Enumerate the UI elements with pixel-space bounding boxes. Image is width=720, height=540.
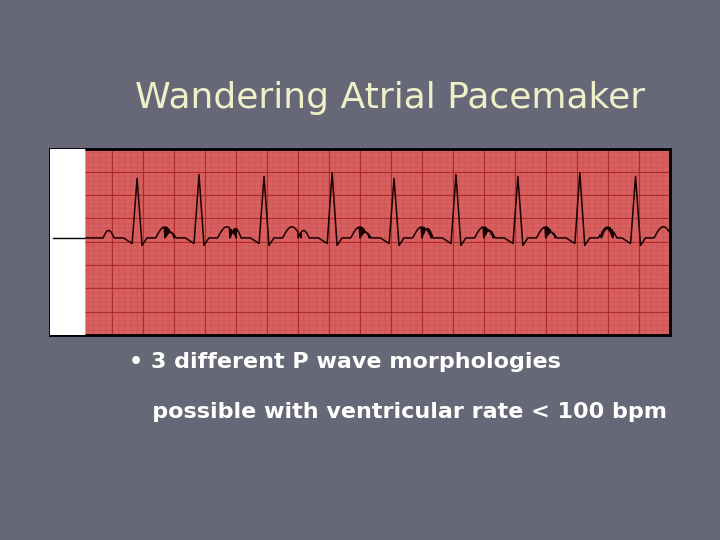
Text: • 3 different P wave morphologies: • 3 different P wave morphologies bbox=[129, 352, 561, 372]
Bar bbox=[50, 148, 84, 335]
Text: possible with ventricular rate < 100 bpm: possible with ventricular rate < 100 bpm bbox=[129, 402, 667, 422]
Bar bbox=[50, 148, 84, 335]
Text: Wandering Atrial Pacemaker: Wandering Atrial Pacemaker bbox=[135, 82, 645, 116]
